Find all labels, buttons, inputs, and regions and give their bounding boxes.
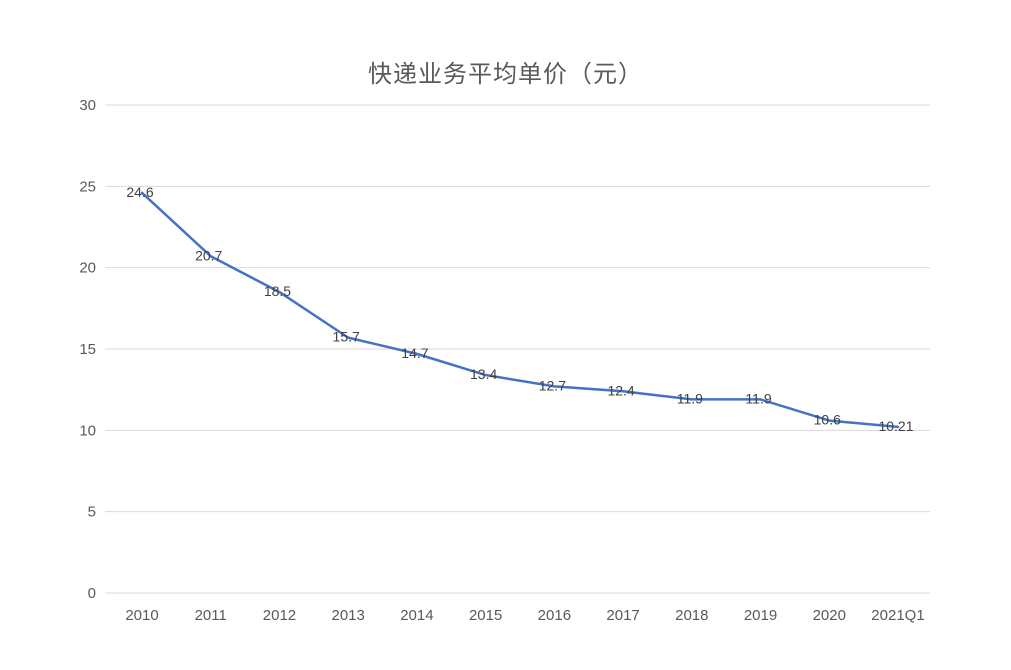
data-label: 13.4: [470, 366, 497, 382]
data-label: 11.9: [745, 390, 771, 406]
data-label: 18.5: [264, 283, 291, 299]
x-axis-category-label: 2013: [331, 607, 364, 624]
data-label: 20.7: [195, 247, 222, 263]
y-axis-tick-label: 0: [88, 585, 96, 602]
x-axis-category-label: 2016: [538, 607, 571, 624]
line-series: [140, 191, 900, 429]
x-axis-category-label: 2012: [263, 607, 296, 624]
data-label: 12.7: [539, 377, 566, 393]
y-axis-tick-label: 5: [88, 504, 96, 521]
data-label: 24.6: [126, 184, 153, 200]
data-label: 10.21: [878, 418, 913, 434]
y-axis-tick-label: 30: [79, 97, 96, 114]
x-axis-category-label: 2021Q1: [871, 607, 924, 624]
data-label: 14.7: [401, 345, 428, 361]
y-axis-tick-label: 15: [79, 341, 96, 358]
y-axis-tick-label: 10: [79, 422, 96, 439]
data-label: 12.4: [607, 382, 634, 398]
x-axis-category-label: 2020: [813, 607, 846, 624]
x-axis-category-label: 2010: [125, 607, 158, 624]
data-label: 11.9: [677, 390, 703, 406]
x-axis-category-label: 2018: [675, 607, 708, 624]
y-axis-tick-label: 25: [79, 178, 96, 195]
x-axis-category-label: 2014: [400, 607, 433, 624]
y-axis-tick-label: 20: [79, 260, 96, 277]
data-label: 10.6: [814, 412, 841, 428]
x-axis-category-label: 2015: [469, 607, 502, 624]
chart-title: 快递业务平均单价（元）: [368, 61, 643, 88]
x-axis-category-label: 2011: [195, 607, 227, 624]
data-label: 15.7: [333, 329, 360, 345]
x-axis-category-label: 2019: [744, 607, 777, 624]
x-axis-category-label: 2017: [606, 607, 639, 624]
